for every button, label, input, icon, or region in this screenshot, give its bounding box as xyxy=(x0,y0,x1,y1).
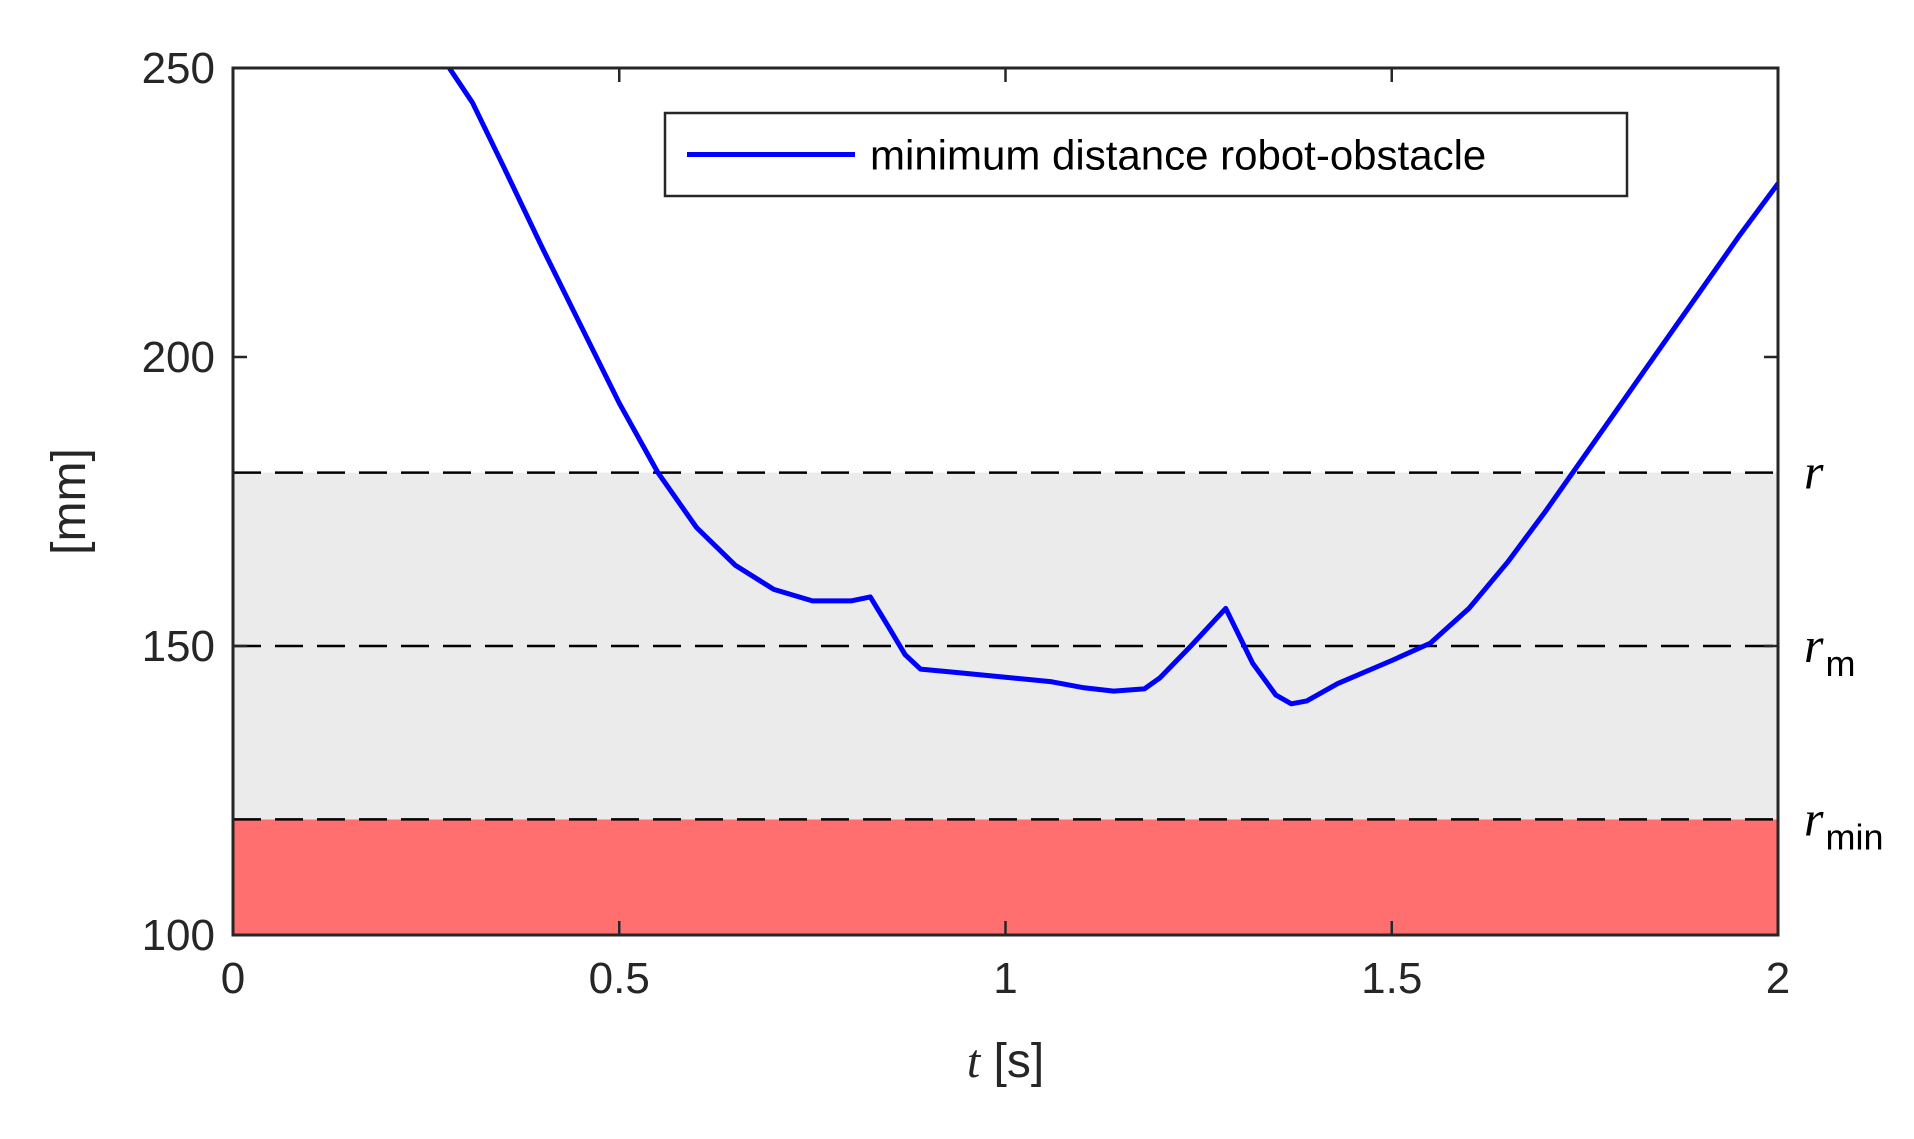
reference-label-1: rm xyxy=(1804,617,1855,684)
tick-labels: 0 0.5 1 1.5 2 100 150 200 250 xyxy=(142,44,1791,1003)
x-tick-label: 2 xyxy=(1766,954,1790,1003)
x-axis-label: t [s] xyxy=(967,1035,1044,1088)
reference-labels: r rm rmin xyxy=(1804,444,1883,858)
y-tick-label: 100 xyxy=(142,911,215,960)
reference-label-2: rmin xyxy=(1804,790,1883,857)
reference-label-0: r xyxy=(1804,444,1824,500)
x-tick-label: 0.5 xyxy=(589,954,650,1003)
legend: minimum distance robot-obstacle xyxy=(663,111,1629,198)
series-layer xyxy=(446,68,1778,707)
series-line-0 xyxy=(446,68,1778,707)
y-tick-label: 250 xyxy=(142,44,215,93)
reference-lines xyxy=(233,471,1778,821)
legend-label: minimum distance robot-obstacle xyxy=(870,132,1486,179)
x-tick-label: 1.5 xyxy=(1361,954,1422,1003)
y-tick-label: 150 xyxy=(142,622,215,671)
x-tick-label: 0 xyxy=(221,954,245,1003)
shaded-bands xyxy=(233,472,1778,935)
y-tick-label: 200 xyxy=(142,333,215,382)
ticks xyxy=(231,66,1780,937)
x-axis-spacer xyxy=(980,1035,993,1088)
x-axis-unit: [s] xyxy=(994,1035,1045,1088)
x-tick-label: 1 xyxy=(993,954,1017,1003)
y-axis-label: [mm] xyxy=(43,448,96,555)
x-axis-variable: t xyxy=(967,1035,982,1088)
band-0 xyxy=(233,819,1778,935)
